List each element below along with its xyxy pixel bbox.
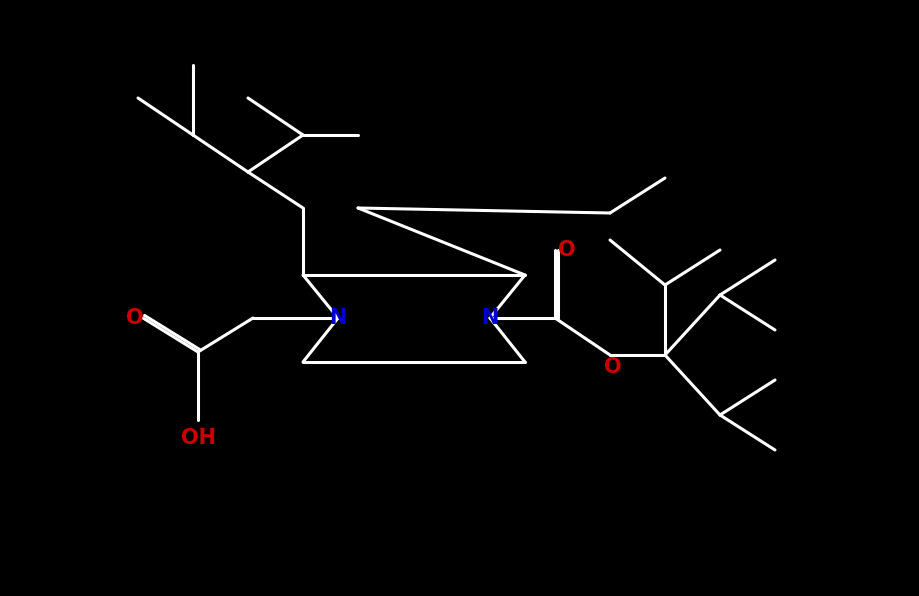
Text: OH: OH [180, 428, 215, 448]
Text: N: N [329, 308, 346, 328]
Text: N: N [482, 308, 499, 328]
Text: O: O [604, 357, 622, 377]
Text: O: O [126, 308, 143, 328]
Text: O: O [558, 240, 576, 260]
